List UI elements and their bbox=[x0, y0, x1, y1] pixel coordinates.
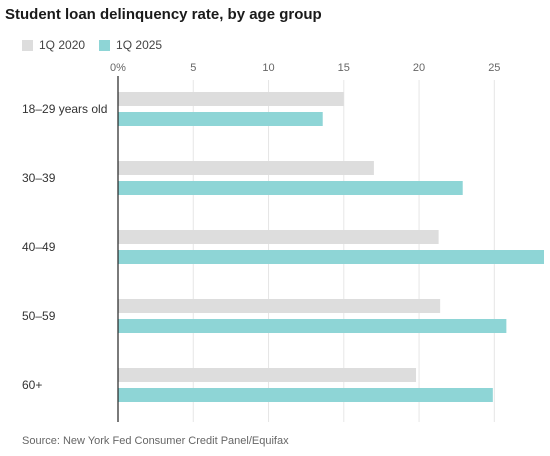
bar-2020-0 bbox=[118, 92, 344, 106]
legend-label-2020: 1Q 2020 bbox=[39, 38, 86, 52]
bar-2025-3 bbox=[118, 319, 507, 333]
bar-2025-0 bbox=[118, 112, 323, 126]
legend-item-2020: 1Q 2020 bbox=[22, 38, 85, 52]
bar-2025-1 bbox=[118, 181, 463, 195]
category-label-0: 18–29 years old bbox=[22, 102, 107, 116]
bar-2025-4 bbox=[118, 388, 493, 402]
bar-2020-1 bbox=[118, 161, 374, 175]
bar-2020-3 bbox=[118, 299, 441, 313]
x-tick-label-25: 25 bbox=[488, 62, 500, 74]
category-label-4: 60+ bbox=[22, 378, 42, 392]
x-tick-label-0: 0% bbox=[110, 62, 126, 74]
chart-title: Student loan delinquency rate, by age gr… bbox=[5, 6, 322, 23]
category-label-3: 50–59 bbox=[22, 309, 56, 323]
x-tick-label-10: 10 bbox=[262, 62, 274, 74]
bar-2025-2 bbox=[118, 250, 544, 264]
legend-swatch-2025 bbox=[99, 39, 111, 51]
category-label-2: 40–49 bbox=[22, 240, 56, 254]
x-tick-label-20: 20 bbox=[413, 62, 425, 74]
bar-2020-4 bbox=[118, 368, 417, 382]
bar-2020-2 bbox=[118, 230, 439, 244]
x-tick-label-5: 5 bbox=[190, 62, 196, 74]
source-note: Source: New York Fed Consumer Credit Pan… bbox=[22, 435, 289, 447]
legend: 1Q 2020 1Q 2025 bbox=[22, 38, 176, 52]
legend-label-2025: 1Q 2025 bbox=[116, 38, 163, 52]
legend-item-2025: 1Q 2025 bbox=[99, 38, 162, 52]
legend-swatch-2020 bbox=[22, 39, 33, 51]
x-tick-label-15: 15 bbox=[338, 62, 350, 74]
category-label-1: 30–39 bbox=[22, 171, 56, 185]
